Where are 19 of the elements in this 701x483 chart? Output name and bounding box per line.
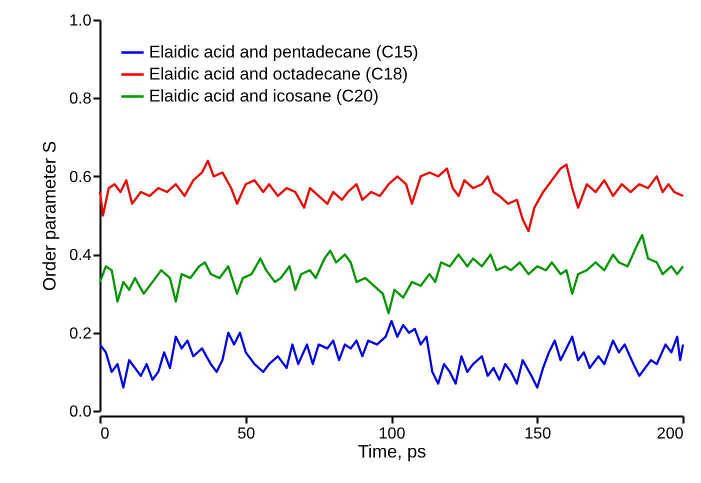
y-tick-label: 0.4 [69, 247, 92, 264]
legend-label: Elaidic acid and octadecane (C18) [149, 64, 408, 84]
legend-label: Elaidic acid and icosane (C20) [149, 86, 379, 106]
y-tick-label: 0.0 [69, 404, 92, 420]
line-series [98, 160, 684, 232]
line-series [98, 320, 684, 389]
x-tick-label: 50 [237, 426, 256, 442]
x-axis-title: Time, ps [358, 442, 426, 462]
y-tick-label: 1.0 [69, 12, 92, 30]
x-tick-label: 100 [378, 426, 406, 442]
legend-label: Elaidic acid and pentadecane (C15) [149, 42, 418, 62]
x-tick-label: 0 [100, 426, 110, 442]
x-tick-label: 200 [656, 426, 684, 442]
y-tick-label: 0.8 [69, 90, 92, 108]
y-tick-label: 0.6 [69, 168, 92, 186]
y-axis-title: Order parameter S [39, 140, 60, 292]
y-tick-label: 0.2 [69, 325, 92, 342]
line-series [98, 234, 684, 314]
x-tick-label: 150 [524, 426, 552, 442]
